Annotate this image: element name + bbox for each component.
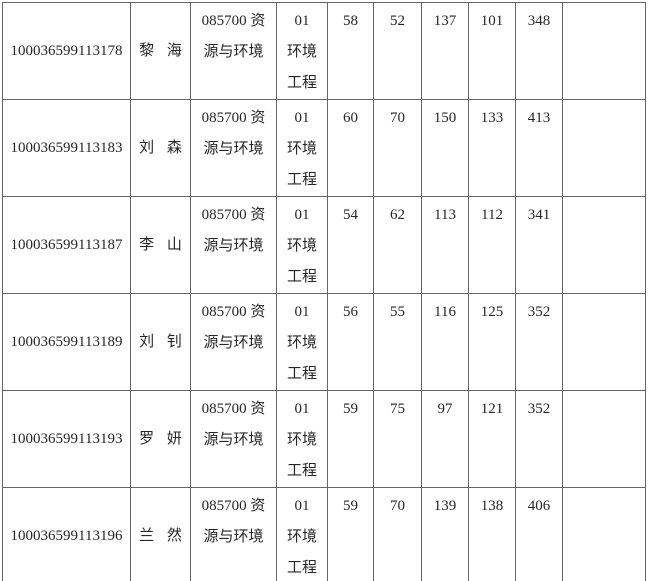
program-cell: 085700 资源与环境 — [190, 487, 277, 581]
score-cell: 60 — [327, 99, 374, 197]
score-cell: 70 — [373, 99, 422, 197]
score-cell: 58 — [327, 2, 374, 100]
score-cell: 70 — [373, 487, 422, 581]
candidate-id-cell: 100036599113196 — [2, 487, 131, 581]
note-cell — [562, 487, 646, 581]
candidate-id-cell: 100036599113183 — [2, 99, 131, 197]
note-cell — [562, 293, 646, 391]
total-score-cell: 348 — [515, 2, 563, 100]
score-cell: 56 — [327, 293, 374, 391]
score-cell: 133 — [468, 99, 516, 197]
total-score-cell: 406 — [515, 487, 563, 581]
program-cell: 085700 资源与环境 — [190, 293, 277, 391]
note-cell — [562, 390, 646, 488]
direction-cell: 01 环境工程 — [276, 390, 328, 488]
candidate-id-cell: 100036599113187 — [2, 196, 131, 294]
program-cell: 085700 资源与环境 — [190, 390, 277, 488]
score-cell: 52 — [373, 2, 422, 100]
candidate-id-cell: 100036599113178 — [2, 2, 131, 100]
direction-text: 01 环境工程 — [286, 13, 317, 91]
table-row: 100036599113187 李 山 085700 资源与环境 01 环境工程… — [2, 196, 646, 294]
candidate-name-cell: 刘 钊 — [130, 293, 191, 391]
direction-cell: 01 环境工程 — [276, 99, 328, 197]
score-cell: 75 — [373, 390, 422, 488]
table-row: 100036599113183 刘 森 085700 资源与环境 01 环境工程… — [2, 99, 646, 197]
table-row: 100036599113193 罗 妍 085700 资源与环境 01 环境工程… — [2, 390, 646, 488]
candidate-name-cell: 兰 然 — [130, 487, 191, 581]
direction-cell: 01 环境工程 — [276, 487, 328, 581]
score-cell: 121 — [468, 390, 516, 488]
score-cell: 137 — [421, 2, 469, 100]
table-row: 100036599113196 兰 然 085700 资源与环境 01 环境工程… — [2, 487, 646, 581]
score-cell: 55 — [373, 293, 422, 391]
score-cell: 97 — [421, 390, 469, 488]
direction-text: 01 环境工程 — [286, 401, 317, 479]
direction-text: 01 环境工程 — [286, 498, 317, 576]
score-cell: 101 — [468, 2, 516, 100]
direction-text: 01 环境工程 — [286, 304, 317, 382]
score-cell: 59 — [327, 487, 374, 581]
score-cell: 59 — [327, 390, 374, 488]
program-cell: 085700 资源与环境 — [190, 2, 277, 100]
program-text: 085700 资源与环境 — [201, 401, 266, 448]
program-text: 085700 资源与环境 — [201, 13, 266, 60]
direction-cell: 01 环境工程 — [276, 2, 328, 100]
candidate-name-cell: 罗 妍 — [130, 390, 191, 488]
score-cell: 116 — [421, 293, 469, 391]
direction-cell: 01 环境工程 — [276, 293, 328, 391]
candidate-name-cell: 黎 海 — [130, 2, 191, 100]
total-score-cell: 352 — [515, 293, 563, 391]
direction-cell: 01 环境工程 — [276, 196, 328, 294]
total-score-cell: 352 — [515, 390, 563, 488]
score-cell: 113 — [421, 196, 469, 294]
table-row: 100036599113189 刘 钊 085700 资源与环境 01 环境工程… — [2, 293, 646, 391]
program-text: 085700 资源与环境 — [201, 207, 266, 254]
direction-text: 01 环境工程 — [286, 110, 317, 188]
candidate-name-cell: 李 山 — [130, 196, 191, 294]
table-row: 100036599113178 黎 海 085700 资源与环境 01 环境工程… — [2, 2, 646, 100]
score-cell: 112 — [468, 196, 516, 294]
score-cell: 125 — [468, 293, 516, 391]
candidate-name-cell: 刘 森 — [130, 99, 191, 197]
score-cell: 139 — [421, 487, 469, 581]
direction-text: 01 环境工程 — [286, 207, 317, 285]
total-score-cell: 413 — [515, 99, 563, 197]
program-cell: 085700 资源与环境 — [190, 196, 277, 294]
candidate-id-cell: 100036599113193 — [2, 390, 131, 488]
program-text: 085700 资源与环境 — [201, 498, 266, 545]
program-cell: 085700 资源与环境 — [190, 99, 277, 197]
note-cell — [562, 2, 646, 100]
score-cell: 138 — [468, 487, 516, 581]
program-text: 085700 资源与环境 — [201, 110, 266, 157]
candidate-id-cell: 100036599113189 — [2, 293, 131, 391]
score-cell: 150 — [421, 99, 469, 197]
total-score-cell: 341 — [515, 196, 563, 294]
note-cell — [562, 196, 646, 294]
score-cell: 62 — [373, 196, 422, 294]
note-cell — [562, 99, 646, 197]
score-cell: 54 — [327, 196, 374, 294]
program-text: 085700 资源与环境 — [201, 304, 266, 351]
